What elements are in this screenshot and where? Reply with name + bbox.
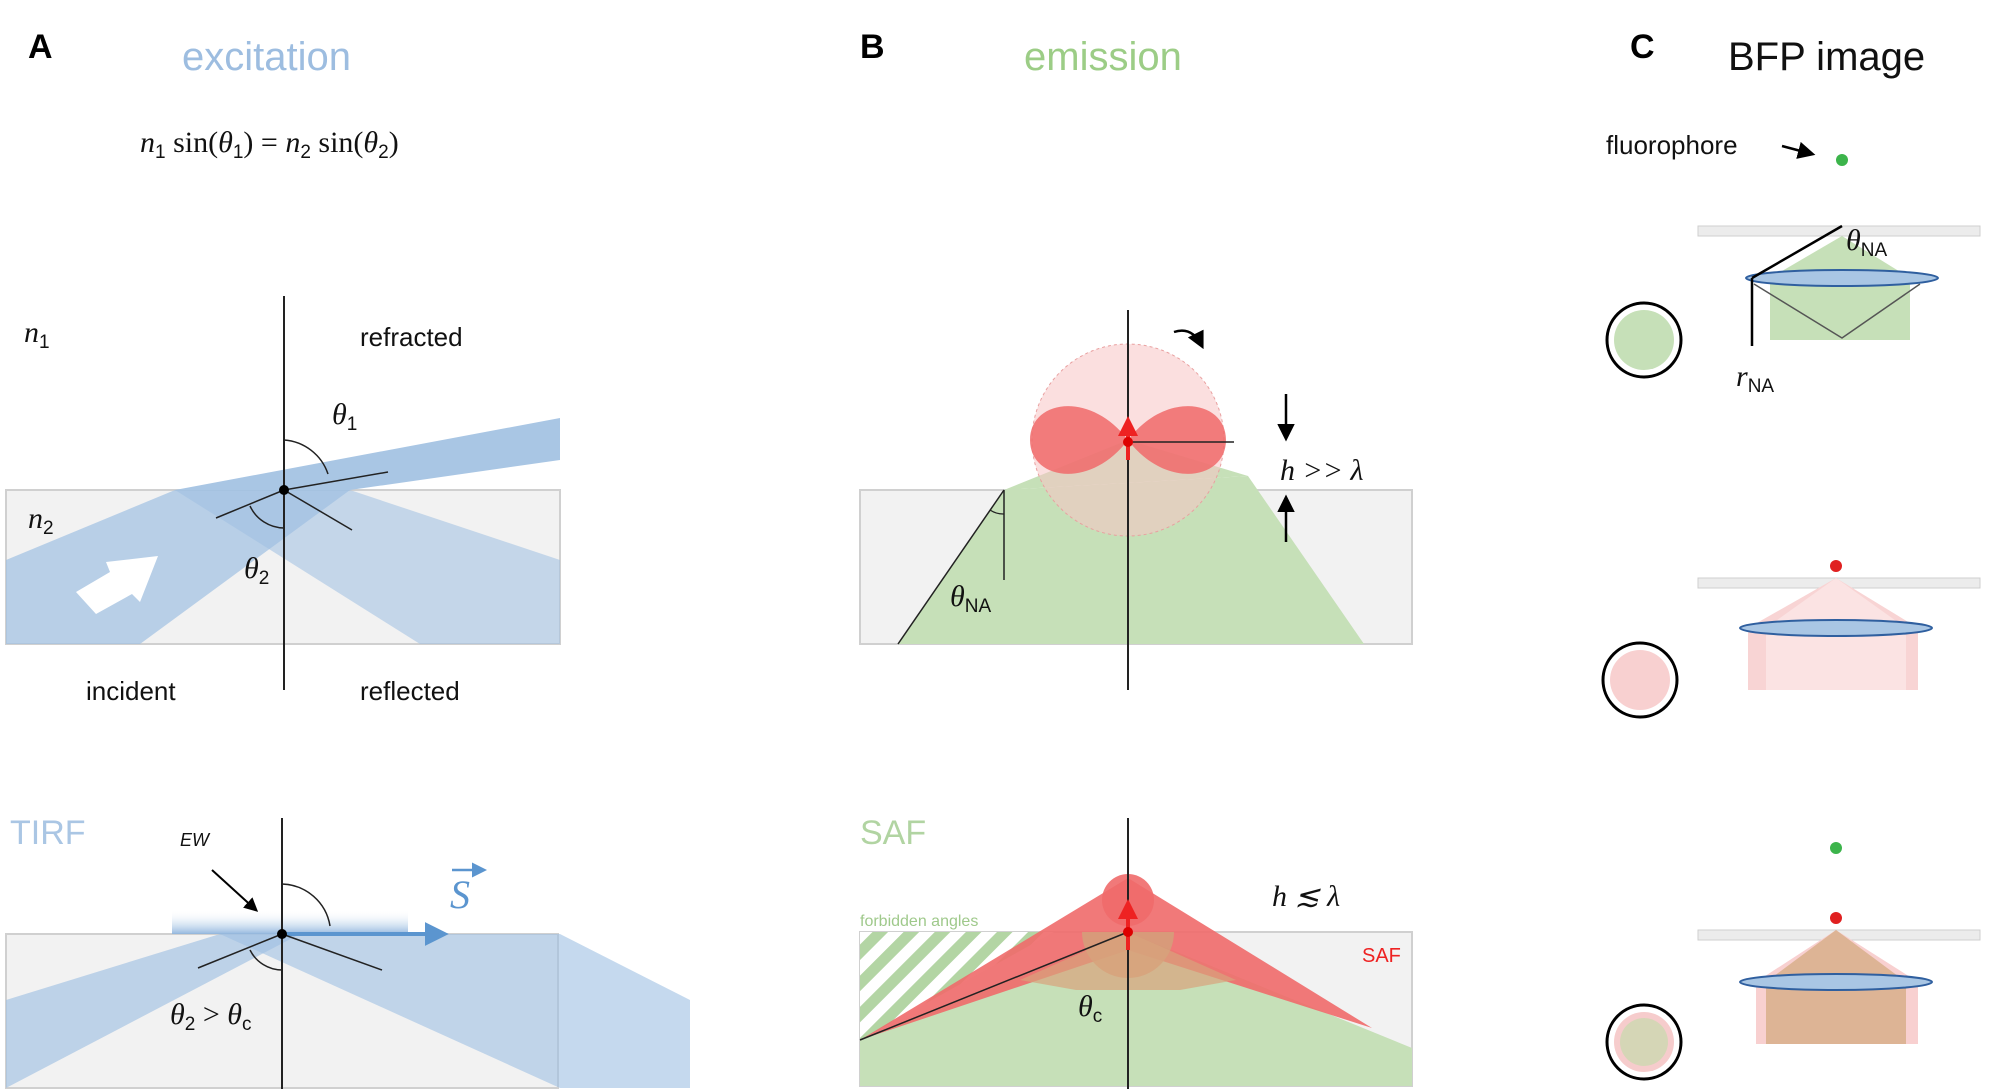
reflected-beam bbox=[175, 490, 560, 644]
incident-direction-arrow bbox=[76, 556, 158, 614]
fluorophore-dot-3-green bbox=[1830, 842, 1842, 854]
na-ray-line bbox=[1751, 224, 1843, 280]
fluorophore-dot-1 bbox=[1836, 154, 1848, 166]
objective-lens-2 bbox=[1739, 619, 1933, 637]
tirf-incident-ray bbox=[197, 933, 283, 969]
saf-red-label: SAF bbox=[1362, 945, 1401, 967]
fluorophore-far bbox=[1123, 437, 1133, 447]
na-angle-arc bbox=[989, 509, 1005, 515]
theta-c-label: θc bbox=[1078, 990, 1102, 1027]
panel-c-heading: BFP image bbox=[1728, 35, 1925, 79]
fluorophore-label: fluorophore bbox=[1606, 130, 1738, 160]
panel-a-letter: A bbox=[28, 28, 53, 66]
tirf-reflected-ray bbox=[281, 933, 383, 971]
bfp-disk-3-inner bbox=[1620, 1018, 1668, 1066]
interface-point-a bbox=[279, 485, 289, 495]
n1-label: n1 bbox=[24, 316, 50, 353]
reflected-ray-line bbox=[283, 489, 353, 531]
reflected-path-1 bbox=[1753, 283, 1921, 339]
fluorophore-pointer-arrow bbox=[1781, 141, 1816, 159]
fluorophore-dot-3-red bbox=[1830, 912, 1842, 924]
objective-lens-1 bbox=[1745, 269, 1939, 287]
h-far-label: h >> λ bbox=[1280, 454, 1363, 487]
tirf-condition: θ2 > θc bbox=[170, 998, 252, 1035]
emission-cone-far bbox=[898, 476, 1364, 644]
reflected-label: reflected bbox=[360, 676, 460, 706]
incident-ray-line bbox=[215, 489, 285, 519]
tirf-theta2-arc bbox=[249, 949, 283, 971]
ew-pointer-arrow bbox=[211, 869, 259, 912]
rotation-arrow bbox=[1173, 329, 1204, 350]
theta1-label: θ1 bbox=[332, 398, 357, 435]
panel-a-heading: excitation bbox=[182, 35, 351, 79]
h-near-label: h ≲ λ bbox=[1272, 880, 1340, 913]
collection-cone-1 bbox=[1770, 236, 1910, 340]
saf-allowed-cone bbox=[860, 932, 1412, 1086]
panel-c-letter: C bbox=[1630, 28, 1655, 66]
panel-a: A excitation n1 sin(θ1) = n2 sin(θ2) n1 … bbox=[5, 28, 690, 1089]
theta-na-label-b: θNA bbox=[950, 580, 991, 617]
saf-title: SAF bbox=[860, 814, 926, 852]
r-na-label: rNA bbox=[1736, 360, 1774, 397]
theta1-arc bbox=[283, 439, 329, 475]
fluorophore-near bbox=[1123, 927, 1133, 937]
n2-label: n2 bbox=[28, 502, 54, 539]
panel-b-heading: emission bbox=[1024, 35, 1182, 79]
tirf-angle-arc bbox=[281, 883, 331, 927]
objective-lens-3 bbox=[1739, 973, 1933, 991]
na-edge-line bbox=[897, 489, 1005, 645]
incident-label: incident bbox=[86, 676, 176, 706]
theta2-label: θ2 bbox=[244, 552, 269, 589]
coverslip-1 bbox=[1697, 225, 1981, 237]
bfp-disk-1 bbox=[1614, 310, 1674, 370]
evanescent-wave bbox=[172, 910, 408, 934]
theta2-arc bbox=[249, 505, 285, 529]
panel-b: B emission h >> λ θNA SAF forbidden angl… bbox=[859, 28, 1413, 1089]
refracted-ray-line bbox=[283, 471, 389, 491]
interface-point-tirf bbox=[277, 929, 287, 939]
theta-na-label-c: θNA bbox=[1846, 224, 1887, 261]
refracted-beam bbox=[175, 418, 560, 490]
panel-c: C BFP image fluorophore θNA rNA bbox=[1601, 28, 1981, 1081]
snell-equation: n1 sin(θ1) = n2 sin(θ2) bbox=[140, 126, 399, 163]
tirf-title: TIRF bbox=[10, 814, 86, 852]
tirf-reflected-beam bbox=[220, 934, 690, 1088]
bfp-disk-2 bbox=[1610, 650, 1670, 710]
poynting-label: S bbox=[450, 872, 470, 917]
refracted-label: refracted bbox=[360, 322, 463, 352]
critical-angle-line bbox=[859, 931, 1129, 1041]
fluorophore-dot-2 bbox=[1830, 560, 1842, 572]
tirf-incident-beam bbox=[6, 934, 300, 1088]
forbidden-angles-label: forbidden angles bbox=[860, 913, 978, 930]
panel-b-letter: B bbox=[860, 28, 885, 66]
ew-label: EW bbox=[180, 830, 211, 850]
